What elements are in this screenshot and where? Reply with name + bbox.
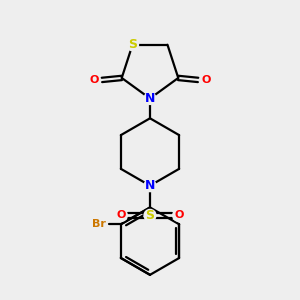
Text: N: N xyxy=(145,92,155,105)
Circle shape xyxy=(200,74,212,86)
Text: N: N xyxy=(145,179,155,192)
Text: S: S xyxy=(128,38,137,51)
Circle shape xyxy=(93,218,105,230)
Circle shape xyxy=(144,209,156,221)
Circle shape xyxy=(173,209,185,221)
Text: O: O xyxy=(201,75,211,85)
Circle shape xyxy=(88,74,100,86)
Circle shape xyxy=(115,209,127,221)
Text: O: O xyxy=(174,210,183,220)
Circle shape xyxy=(127,39,139,51)
Text: S: S xyxy=(146,209,154,222)
Circle shape xyxy=(144,180,156,192)
Circle shape xyxy=(144,92,156,104)
Text: O: O xyxy=(117,210,126,220)
Text: O: O xyxy=(89,75,99,85)
Text: Br: Br xyxy=(92,219,106,229)
